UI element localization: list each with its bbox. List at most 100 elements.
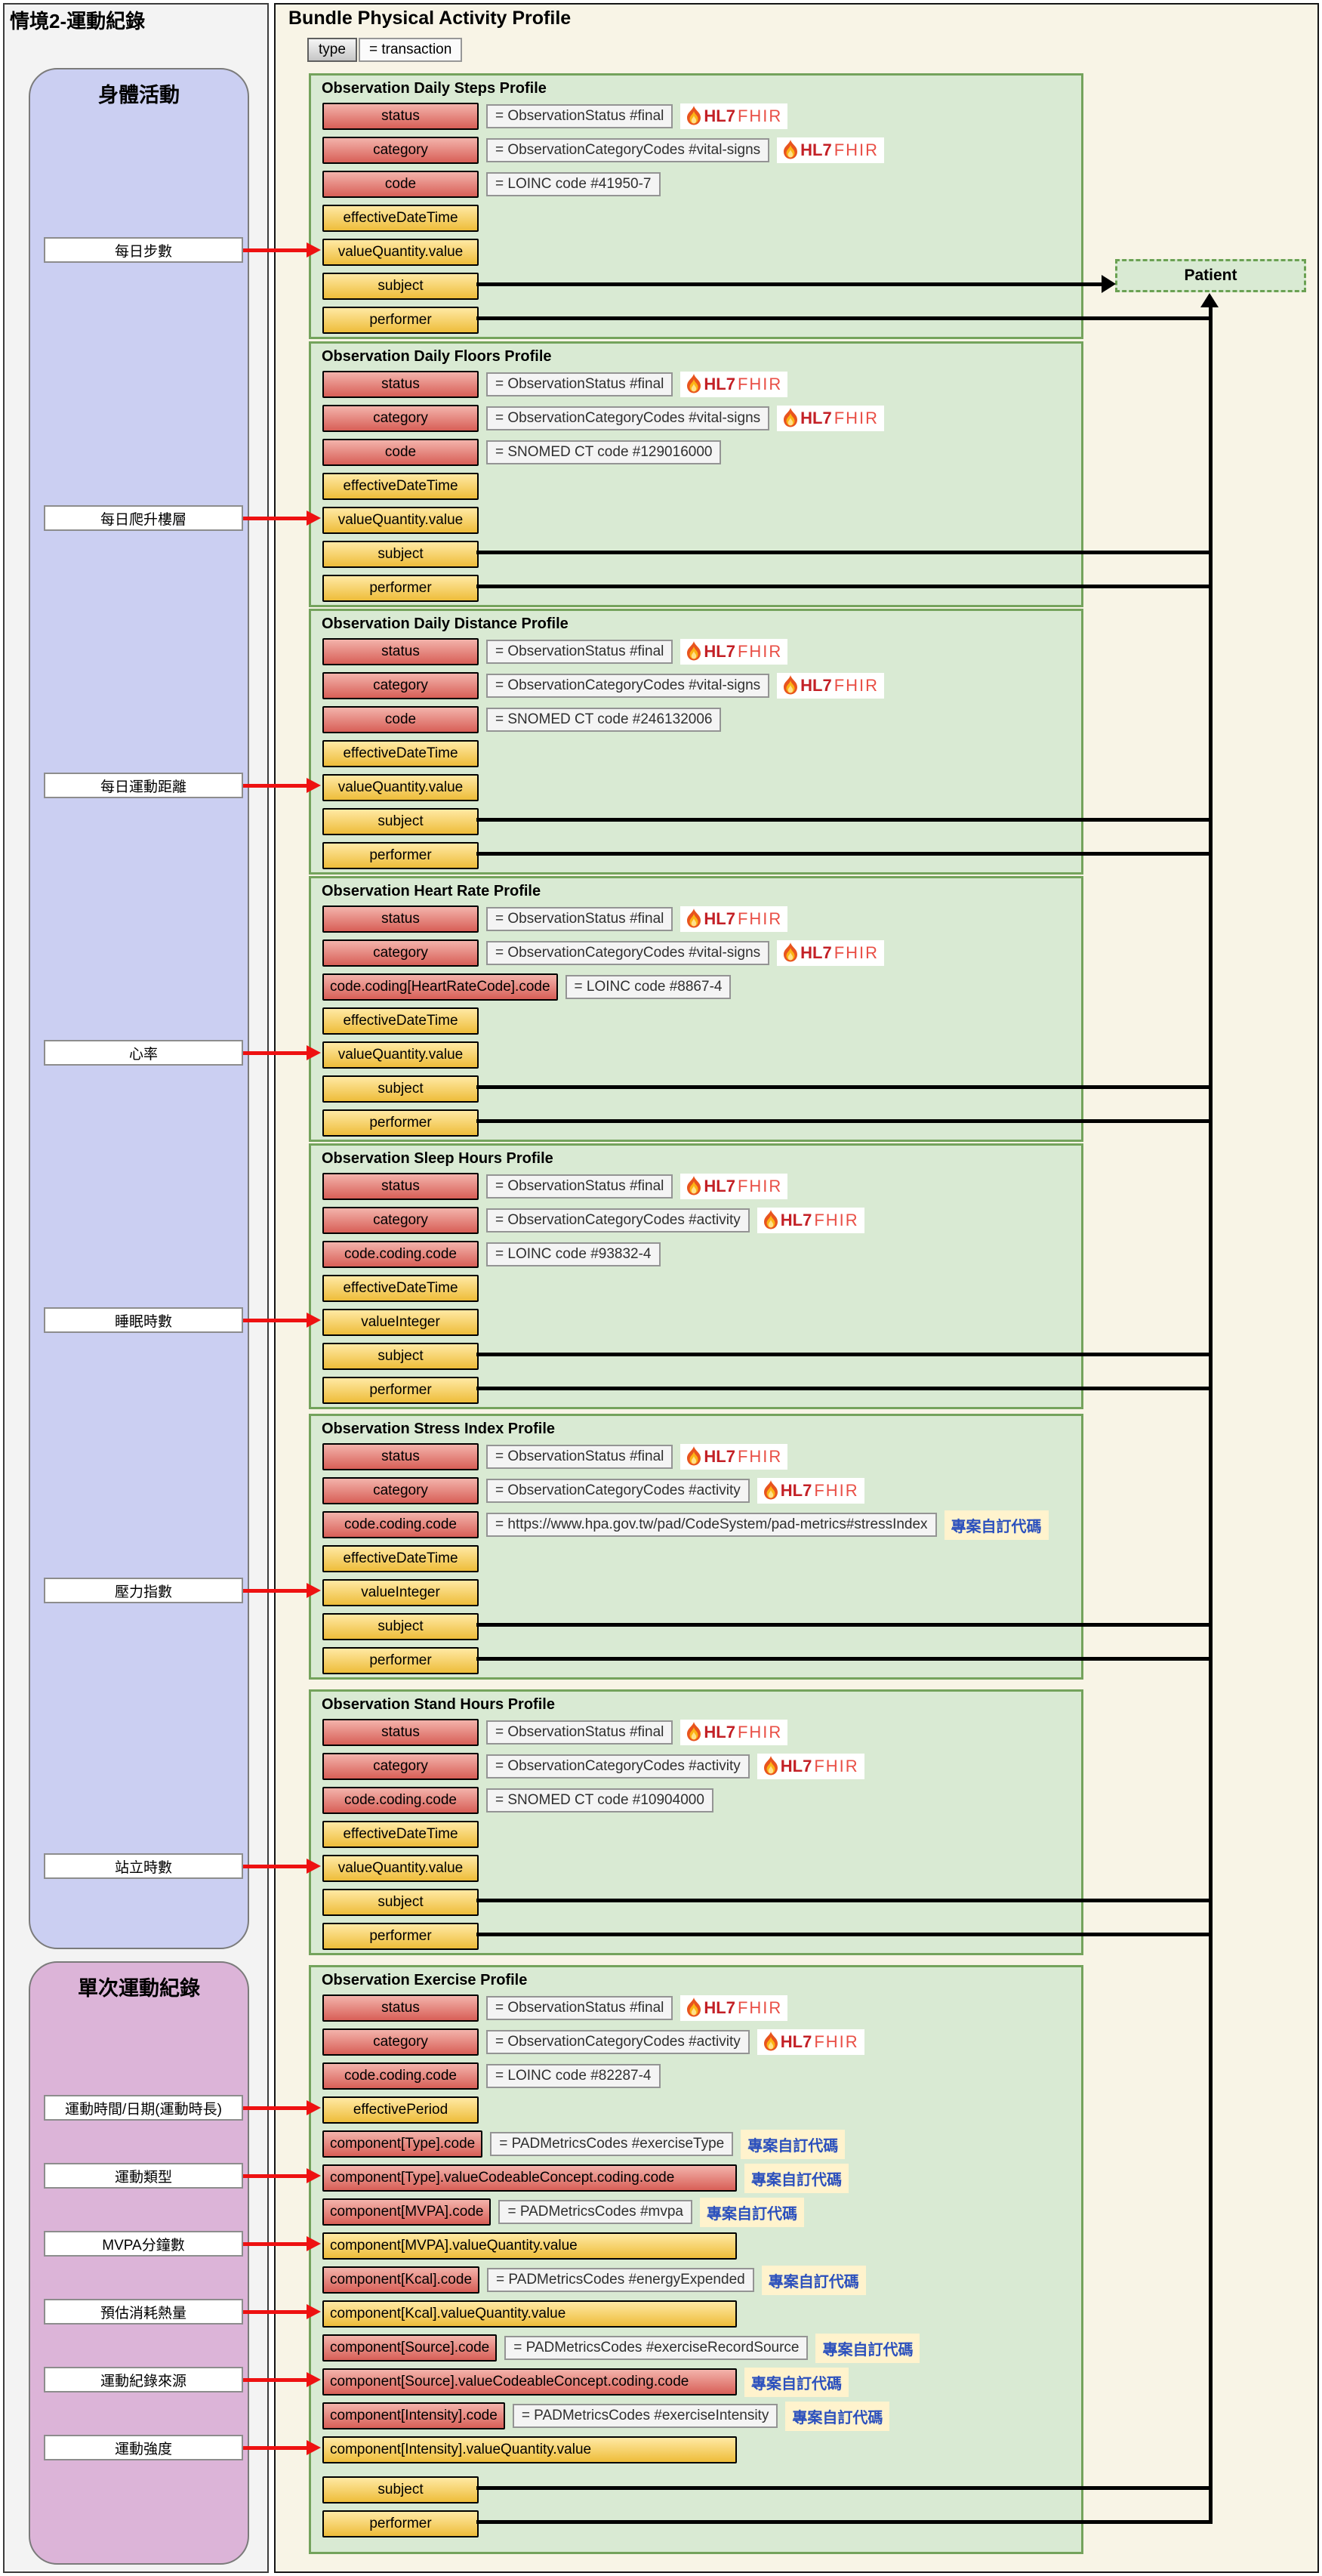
field-component-source-value: component[Source].valueCodeableConcept.c… xyxy=(322,2368,737,2396)
field-subject: subject xyxy=(322,1075,479,1103)
field-row: subject xyxy=(322,808,479,835)
field-row: status = ObservationStatus #final HL7 FHI… xyxy=(322,905,788,933)
group-title: 身體活動 xyxy=(98,84,180,106)
flame-icon xyxy=(687,641,701,661)
profile-title: Observation Sleep Hours Profile xyxy=(322,1150,553,1167)
field-code: code xyxy=(322,171,479,198)
field-valueinteger: valueInteger xyxy=(322,1579,479,1606)
flame-icon xyxy=(687,374,701,393)
profile-title: Observation Daily Floors Profile xyxy=(322,348,552,365)
profile-title: Observation Stand Hours Profile xyxy=(322,1696,555,1713)
bundle-type-field: type xyxy=(307,38,357,62)
flame-icon xyxy=(763,1480,778,1500)
field-effectivedatetime: effectiveDateTime xyxy=(322,473,479,500)
field-value: = ObservationStatus #final xyxy=(486,104,673,128)
patient-resource: Patient xyxy=(1115,259,1306,292)
hl7-text: HL7 xyxy=(704,642,735,661)
field-row: subject xyxy=(322,541,479,568)
hl7-text: HL7 xyxy=(704,1998,735,2017)
flame-icon xyxy=(784,675,798,695)
field-row: component[Kcal].valueQuantity.value xyxy=(322,2300,737,2328)
mapping-arrow-line xyxy=(243,2173,308,2178)
fhir-text: FHIR xyxy=(737,1177,783,1195)
field-value: = PADMetricsCodes #mvpa xyxy=(498,2200,692,2224)
field-row: effectiveDateTime xyxy=(322,473,479,500)
label-sleep-hours: 睡眠時數 xyxy=(44,1307,243,1333)
field-category: category xyxy=(322,137,479,164)
field-row: subject xyxy=(322,1889,479,1916)
subject-reference-line xyxy=(476,817,1213,822)
field-row: component[Type].code = PADMetricsCodes #… xyxy=(322,2129,846,2159)
field-code: code xyxy=(322,439,479,466)
mapping-arrow-line xyxy=(243,1050,308,1055)
hl7-fhir-logo: HL7 FHIR xyxy=(680,639,788,665)
hl7-fhir-logo: HL7 FHIR xyxy=(680,1995,788,2021)
field-row: code.coding.code = LOINC code #82287-4 xyxy=(322,2062,661,2090)
flame-icon xyxy=(763,2031,778,2051)
field-row: valueQuantity.value xyxy=(322,239,479,266)
subject-reference-line xyxy=(476,1084,1213,1089)
field-value: = ObservationStatus #final xyxy=(486,372,673,396)
profile-daily-distance: Observation Daily Distance Profile statu… xyxy=(309,609,1083,875)
profile-daily-steps: Observation Daily Steps Profile status =… xyxy=(309,73,1083,339)
field-row: category = ObservationCategoryCodes #vit… xyxy=(322,939,885,967)
field-row: status = ObservationStatus #final HL7 FHI… xyxy=(322,1443,788,1470)
mapping-arrow-line xyxy=(243,2445,308,2450)
field-value: = ObservationStatus #final xyxy=(486,640,673,664)
field-row: category = ObservationCategoryCodes #act… xyxy=(322,1477,864,1504)
subject-reference-line xyxy=(476,1352,1213,1356)
label-intensity: 運動強度 xyxy=(44,2435,243,2460)
mapping-arrow-line xyxy=(243,783,308,788)
hl7-fhir-logo: HL7 FHIR xyxy=(777,406,885,431)
field-status: status xyxy=(322,1994,479,2022)
field-value: = LOINC code #82287-4 xyxy=(486,2064,661,2088)
mapping-arrow-head xyxy=(307,242,321,258)
mapping-arrow-head xyxy=(307,1313,321,1328)
field-component-source-code: component[Source].code xyxy=(322,2334,498,2362)
hl7-fhir-logo: HL7 FHIR xyxy=(680,906,788,932)
label-record-source: 運動紀錄來源 xyxy=(44,2367,243,2392)
hl7-text: HL7 xyxy=(704,1447,735,1466)
flame-icon xyxy=(763,1756,778,1775)
group-single-exercise-record: 單次運動紀錄 xyxy=(29,1961,249,2565)
field-row: category = ObservationCategoryCodes #vit… xyxy=(322,672,885,699)
performer-reference-line xyxy=(476,584,1213,588)
group-physical-activity: 身體活動 xyxy=(29,68,249,1949)
hl7-fhir-logo: HL7 FHIR xyxy=(757,1478,864,1504)
mapping-arrow-line xyxy=(243,248,308,252)
field-row: status = ObservationStatus #final HL7 FHI… xyxy=(322,1719,788,1746)
mapping-arrow-line xyxy=(243,2106,308,2110)
hl7-fhir-logo: HL7 FHIR xyxy=(757,2029,864,2055)
hl7-fhir-logo: HL7 FHIR xyxy=(777,673,885,699)
field-row: valueInteger xyxy=(322,1309,479,1336)
hl7-text: HL7 xyxy=(704,909,735,928)
field-category: category xyxy=(322,2028,479,2056)
field-subject: subject xyxy=(322,273,479,300)
flame-icon xyxy=(687,106,701,125)
field-code-coding-code: code.coding.code xyxy=(322,1511,479,1538)
profile-stress-index: Observation Stress Index Profile status … xyxy=(309,1414,1083,1680)
field-row: performer xyxy=(322,1923,479,1950)
field-row: component[Source].valueCodeableConcept.c… xyxy=(322,2367,849,2397)
field-row: subject xyxy=(322,273,479,300)
field-component-mvpa-code: component[MVPA].code xyxy=(322,2198,492,2226)
field-row: component[Intensity].valueQuantity.value xyxy=(322,2436,737,2463)
flame-icon xyxy=(763,1210,778,1229)
mapping-arrow-line xyxy=(243,2241,308,2246)
flame-icon xyxy=(784,408,798,427)
custom-code-badge: 專案自訂代碼 xyxy=(944,1510,1049,1540)
field-component-mvpa-value: component[MVPA].valueQuantity.value xyxy=(322,2232,737,2260)
field-category: category xyxy=(322,1207,479,1234)
mapping-arrow-head xyxy=(307,1045,321,1060)
subject-reference-line xyxy=(476,550,1213,554)
label-daily-steps: 每日步數 xyxy=(44,237,243,263)
field-row: effectiveDateTime xyxy=(322,1007,479,1035)
hl7-text: HL7 xyxy=(800,140,832,159)
hl7-fhir-logo: HL7 FHIR xyxy=(777,137,885,163)
field-row: performer xyxy=(322,1647,479,1674)
mapping-arrow-head xyxy=(307,1583,321,1598)
label-stress-index: 壓力指數 xyxy=(44,1578,243,1603)
field-row: valueQuantity.value xyxy=(322,774,479,801)
field-row: category = ObservationCategoryCodes #vit… xyxy=(322,137,885,164)
field-effectivedatetime: effectiveDateTime xyxy=(322,1821,479,1848)
